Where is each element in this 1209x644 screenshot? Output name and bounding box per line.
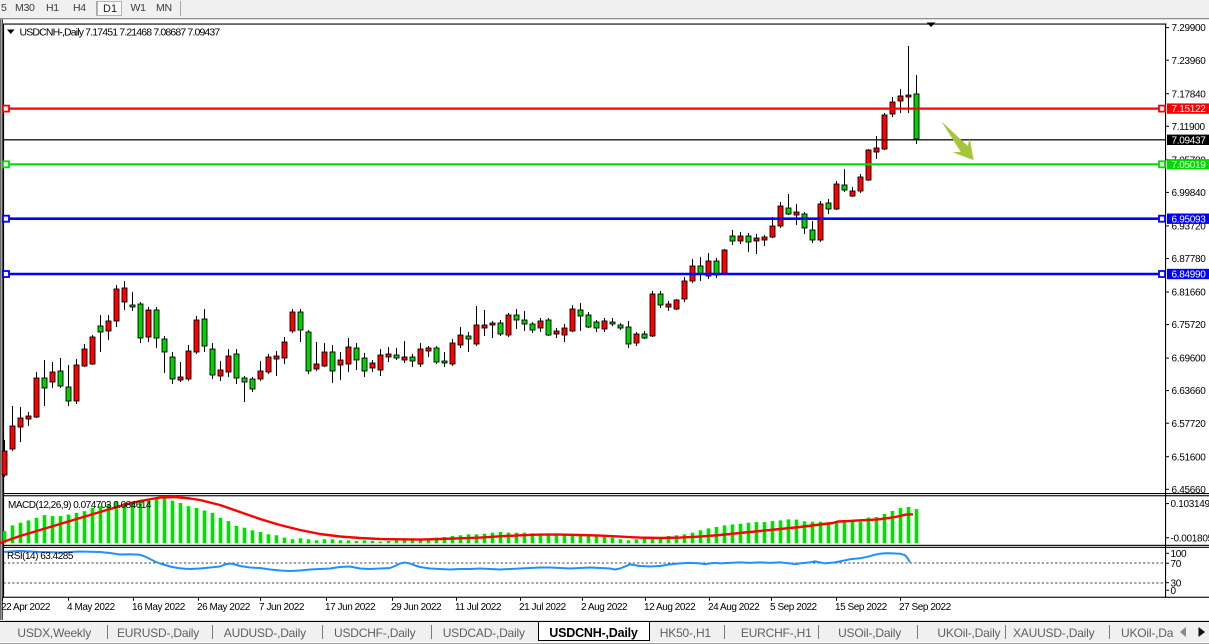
svg-text:6.81660: 6.81660 [1172,288,1207,299]
svg-text:RSI(14) 63.4285: RSI(14) 63.4285 [7,551,74,562]
svg-text:6.99840: 6.99840 [1172,188,1207,199]
svg-text:22 Apr 2022: 22 Apr 2022 [1,602,51,613]
svg-text:7 Jun 2022: 7 Jun 2022 [259,602,305,613]
svg-text:6.45660: 6.45660 [1172,485,1207,496]
svg-text:7.09437: 7.09437 [1172,135,1207,146]
svg-text:0: 0 [1171,586,1177,597]
svg-text:6.51600: 6.51600 [1172,452,1207,463]
svg-text:7.05019: 7.05019 [1172,160,1207,171]
svg-text:6.69600: 6.69600 [1172,354,1207,365]
svg-text:24 Aug 2022: 24 Aug 2022 [708,602,760,613]
svg-text:4 May 2022: 4 May 2022 [67,602,116,613]
svg-text:6.75720: 6.75720 [1172,320,1207,331]
svg-text:15 Sep 2022: 15 Sep 2022 [835,602,888,613]
svg-text:21 Jul 2022: 21 Jul 2022 [519,602,567,613]
svg-text:29 Jun 2022: 29 Jun 2022 [391,602,442,613]
svg-text:26 May 2022: 26 May 2022 [197,602,251,613]
svg-text:2 Aug 2022: 2 Aug 2022 [581,602,628,613]
svg-text:5 Sep 2022: 5 Sep 2022 [770,602,818,613]
svg-text:7.29900: 7.29900 [1172,23,1207,34]
svg-text:70: 70 [1171,559,1182,570]
svg-text:7.17840: 7.17840 [1172,89,1207,100]
svg-text:7.11900: 7.11900 [1172,122,1206,133]
svg-text:16 May 2022: 16 May 2022 [132,602,186,613]
svg-text:6.84990: 6.84990 [1172,270,1207,281]
svg-text:6.57720: 6.57720 [1172,419,1207,430]
svg-text:30: 30 [1171,578,1182,589]
svg-text:7.15122: 7.15122 [1172,104,1207,115]
svg-text:6.95093: 6.95093 [1172,214,1207,225]
svg-text:-0.001805: -0.001805 [1171,533,1209,544]
svg-text:100: 100 [1171,549,1188,560]
svg-text:6.93720: 6.93720 [1172,222,1207,233]
svg-text:17 Jun 2022: 17 Jun 2022 [325,602,376,613]
svg-text:6.87780: 6.87780 [1172,254,1207,265]
svg-text:11 Jul 2022: 11 Jul 2022 [455,602,502,613]
svg-text:7.23960: 7.23960 [1172,56,1207,67]
svg-text:27 Sep 2022: 27 Sep 2022 [899,602,952,613]
svg-text:MACD(12,26,9) 0.074703 0.08461: MACD(12,26,9) 0.074703 0.084614 [8,500,152,511]
svg-text:6.63660: 6.63660 [1172,386,1207,397]
svg-text:0.103149: 0.103149 [1171,499,1209,510]
svg-text:USDCNH-,Daily 7.17451 7.21468: USDCNH-,Daily 7.17451 7.21468 7.08687 7.… [20,26,221,38]
svg-text:12 Aug 2022: 12 Aug 2022 [644,602,696,613]
